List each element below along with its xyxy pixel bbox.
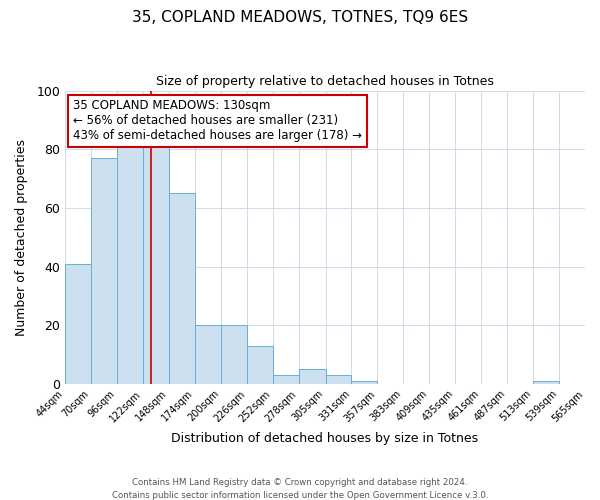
Bar — [272, 375, 299, 384]
Bar — [533, 381, 559, 384]
Text: Contains HM Land Registry data © Crown copyright and database right 2024.
Contai: Contains HM Land Registry data © Crown c… — [112, 478, 488, 500]
Bar — [352, 381, 377, 384]
Bar — [326, 375, 352, 384]
Bar — [247, 346, 272, 384]
Bar — [65, 264, 91, 384]
Bar — [117, 138, 143, 384]
Title: Size of property relative to detached houses in Totnes: Size of property relative to detached ho… — [156, 75, 494, 88]
Bar — [169, 193, 195, 384]
Y-axis label: Number of detached properties: Number of detached properties — [15, 138, 28, 336]
Bar — [195, 325, 221, 384]
Text: 35, COPLAND MEADOWS, TOTNES, TQ9 6ES: 35, COPLAND MEADOWS, TOTNES, TQ9 6ES — [132, 10, 468, 25]
Bar — [91, 158, 117, 384]
Bar — [143, 138, 169, 384]
Bar — [221, 325, 247, 384]
Bar — [299, 369, 326, 384]
X-axis label: Distribution of detached houses by size in Totnes: Distribution of detached houses by size … — [172, 432, 479, 445]
Text: 35 COPLAND MEADOWS: 130sqm
← 56% of detached houses are smaller (231)
43% of sem: 35 COPLAND MEADOWS: 130sqm ← 56% of deta… — [73, 100, 362, 142]
